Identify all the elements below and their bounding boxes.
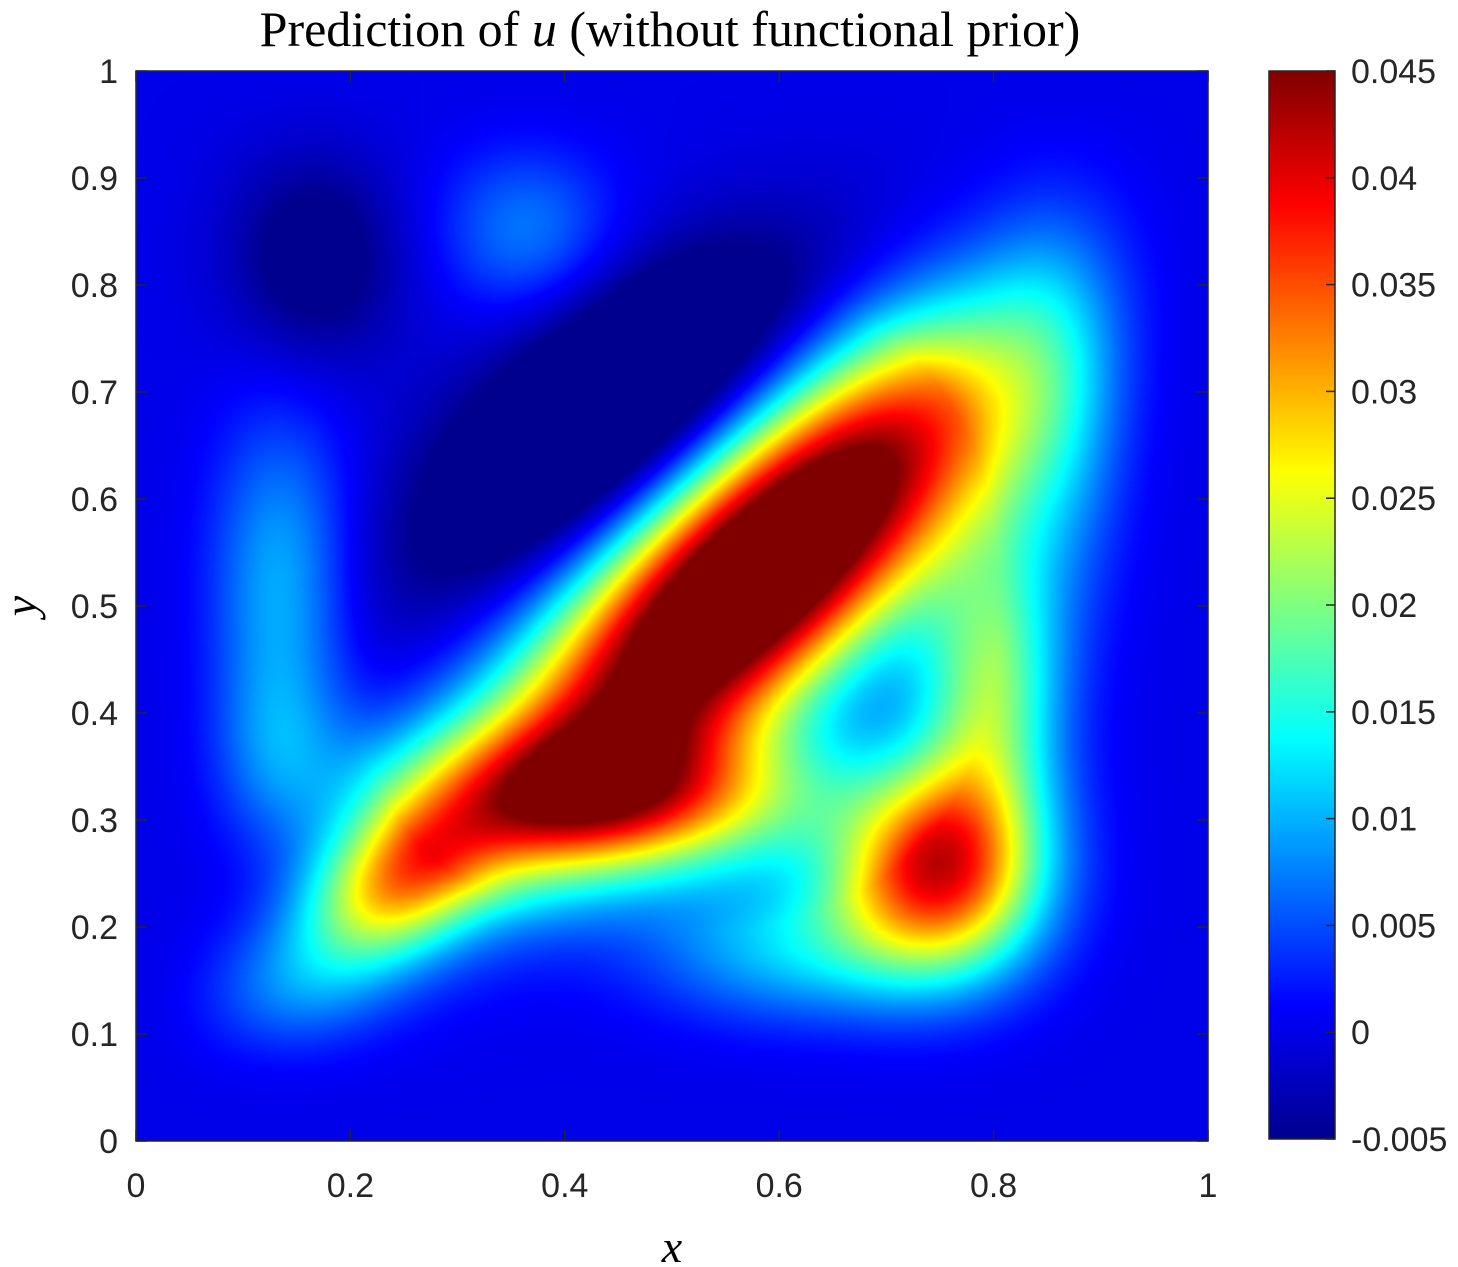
x-tick-label: 0.6: [756, 1167, 803, 1205]
chart-title: Prediction of u (without functional prio…: [260, 1, 1081, 57]
y-axis: 0 0.1 0.2 0.3 0.4 0.5 0.6 0.7 0.8 0.9 1: [71, 53, 1208, 1161]
colorbar-tick-label: 0.045: [1351, 53, 1436, 91]
heatmap-canvas: [136, 71, 1208, 1141]
y-axis-label: y: [0, 595, 46, 620]
y-tick-label: 0.2: [71, 909, 118, 947]
x-tick-label: 0.2: [327, 1167, 374, 1205]
y-tick-label: 1: [99, 53, 118, 91]
colorbar-axis: -0.005 0 0.005 0.01 0.015 0.02 0.025 0.03 0.035 0…: [1326, 53, 1447, 1159]
heatmap-area: [136, 71, 1208, 1141]
colorbar-tick-label: 0.025: [1351, 480, 1436, 518]
y-tick-label: 0.9: [71, 160, 118, 198]
x-tick-label: 0.8: [970, 1167, 1017, 1205]
y-tick-label: 0.5: [71, 588, 118, 626]
x-tick-label: 0.4: [541, 1167, 588, 1205]
x-axis: 0 0.2 0.4 0.6 0.8 1: [127, 71, 1218, 1205]
y-tick-label: 0.1: [71, 1016, 118, 1054]
colorbar: [1269, 71, 1335, 1139]
y-tick-label: 0.8: [71, 267, 118, 305]
y-tick-label: 0.7: [71, 374, 118, 412]
colorbar-tick-label: 0.02: [1351, 587, 1417, 625]
colorbar-tick-label: 0.035: [1351, 267, 1436, 305]
y-tick-label: 0.3: [71, 802, 118, 840]
colorbar-tick-label: 0: [1351, 1014, 1370, 1052]
y-tick-label: 0: [99, 1123, 118, 1161]
x-tick-label: 1: [1199, 1167, 1218, 1205]
y-tick-label: 0.4: [71, 695, 118, 733]
colorbar-tick-label: 0.03: [1351, 373, 1417, 411]
x-tick-label: 0: [127, 1167, 146, 1205]
colorbar-tick-label: 0.015: [1351, 694, 1436, 732]
colorbar-tick-label: 0.04: [1351, 160, 1417, 198]
colorbar-tick-label: 0.01: [1351, 801, 1417, 839]
y-tick-label: 0.6: [71, 481, 118, 519]
colorbar-tick-label: 0.005: [1351, 907, 1436, 945]
colorbar-tick-label: -0.005: [1351, 1121, 1447, 1159]
x-axis-label: x: [661, 1221, 683, 1267]
